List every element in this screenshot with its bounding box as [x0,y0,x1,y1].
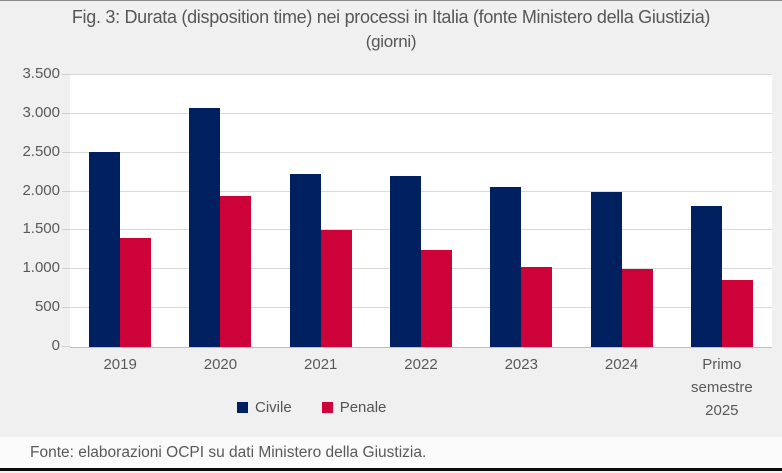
bar-group-2022 [371,75,471,347]
gridline [70,229,772,231]
y-axis-tick-label: 1.000 [22,259,60,277]
y-tick-mark [62,268,70,270]
y-tick-mark [62,346,70,347]
y-axis-tick-label: 1.500 [22,220,60,238]
y-axis-tick-label: 3.000 [22,103,60,121]
bar-civile-2023 [490,186,522,347]
bar-group-2024 [571,75,671,347]
figure-top-border [0,0,782,1]
x-axis-label: 2024 [571,353,671,422]
source-footer: Fonte: elaborazioni OCPI su dati Ministe… [0,437,782,471]
y-tick-mark [62,307,70,309]
bar-civile-2021 [289,174,321,347]
x-axis-label-text: 2023 [504,356,538,373]
chart-subtitle: (giorni) [365,32,417,51]
x-axis-label-text: 2020 [203,356,238,373]
x-axis-line [70,347,772,348]
y-tick-mark [62,112,70,114]
x-axis-label: 2021 [271,353,371,422]
x-axis-label-text: 2019 [103,356,137,373]
x-axis-labels: 2019 2020 2021 2022 2023 2024 Primo semestre 2… [70,353,772,422]
x-axis-label-text: 2024 [604,356,639,373]
gridline [70,190,772,192]
y-axis-tick-label: 0 [51,337,60,354]
gridline [70,74,772,75]
x-axis-label: 2023 [471,353,571,422]
bar-group-2020 [170,75,270,347]
chart-title: Fig. 3: Durata (disposition time) nei pr… [71,7,711,27]
y-tick-mark [62,229,70,231]
bar-penale-2020 [220,196,252,347]
bar-group-primo-semestre-2025 [672,75,772,347]
legend-swatch-civile [237,402,248,413]
y-tick-mark [62,190,70,192]
y-tick-mark [62,74,70,75]
source-text: Fonte: elaborazioni OCPI su dati Ministe… [30,443,427,461]
x-axis-label: 2022 [371,353,471,422]
legend-item-penale: Penale [321,399,387,416]
bar-civile-2020 [189,108,221,347]
bar-group-2023 [471,75,571,347]
bar-penale-2023 [521,266,553,347]
x-axis-label-text: Primo semestre 2025 [690,356,753,419]
bar-penale-2019 [120,238,152,347]
bar-penale-2022 [420,249,452,347]
x-axis-label-text: 2021 [304,356,338,373]
bar-penale-2021 [320,230,352,347]
bar-civile-primo-semestre-2025 [690,206,722,347]
y-tick-mark [62,151,70,153]
bar-civile-2022 [389,176,421,347]
x-axis-label: Primo semestre 2025 [672,353,772,422]
bar-group-2019 [70,75,170,347]
x-axis-label-text: 2022 [404,356,438,373]
legend-item-civile: Civile [237,399,292,416]
bar-penale-primo-semestre-2025 [721,280,753,347]
bar-civile-2024 [590,191,622,347]
gridline [70,151,772,153]
x-axis-label: 2019 [70,353,170,422]
y-axis-tick-label: 3.500 [22,65,60,82]
bar-group-2021 [271,75,371,347]
legend-label-penale: Penale [339,399,387,416]
legend: Civile Penale [237,399,386,416]
bar-series-container [70,75,772,347]
gridline [70,112,772,114]
bar-penale-2024 [621,269,653,347]
legend-label-civile: Civile [255,399,292,416]
y-axis-tick-label: 2.500 [22,142,60,160]
y-axis-tick-label: 500 [34,298,60,316]
bar-civile-2019 [89,151,121,347]
x-axis-label: 2020 [170,353,270,422]
y-axis-tick-label: 2.000 [22,181,60,199]
legend-swatch-penale [321,402,333,413]
